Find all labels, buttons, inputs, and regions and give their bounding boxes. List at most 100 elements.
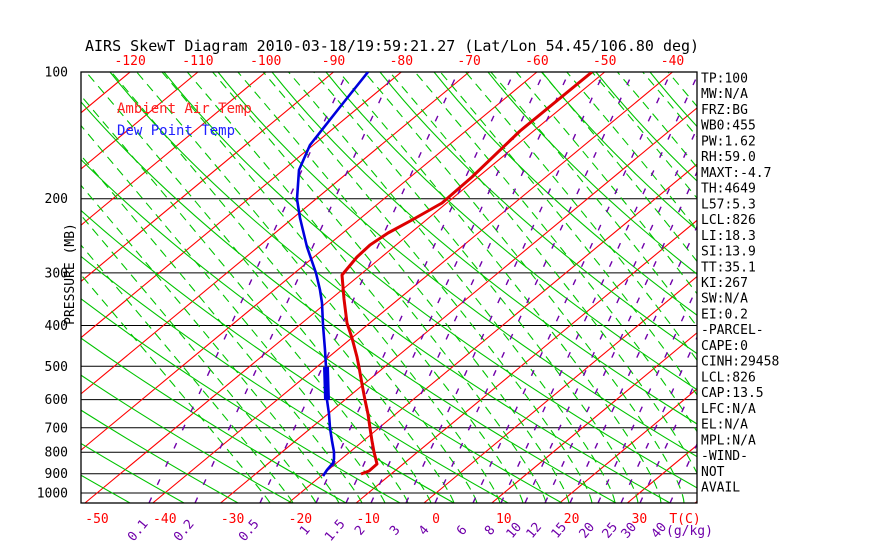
- moist-adiabat-line: [81, 154, 363, 503]
- mixing-ratio-line: [524, 126, 697, 503]
- moist-adiabat-line: [262, 72, 593, 503]
- moist-adiabat-line: [414, 72, 697, 433]
- top-temp-axis: -120 -110 -100 -90 -80 -70 -60 -50 -40: [114, 54, 684, 69]
- bottom-temp-tick-label: -30: [221, 512, 244, 527]
- stat-line: LCL:826: [701, 213, 756, 228]
- pressure-tick-label: 100: [45, 66, 68, 81]
- stat-line: MW:N/A: [701, 87, 748, 102]
- isotherm-line: [152, 72, 673, 503]
- mixing-ratio-tick-label: 4: [416, 523, 433, 539]
- stat-line: CAP:13.5: [701, 386, 764, 401]
- moist-adiabat-line: [288, 72, 616, 503]
- moist-adiabat-line: [85, 72, 432, 503]
- mixing-ratio-line: [434, 72, 634, 503]
- dry-adiabat-line: [487, 72, 697, 275]
- stat-line: PW:1.62: [701, 134, 756, 149]
- pressure-axis: 100 200 300 400 500 600 700 800 900 1000 PRESSURE …: [37, 66, 78, 502]
- plot-frame-group: [80, 71, 698, 504]
- pressure-tick-label: 1000: [37, 487, 68, 502]
- dry-adiabat-line: [325, 72, 697, 391]
- ambient-temp-line: [340, 72, 593, 476]
- mixing-ratio-unit-label: (g/kg): [666, 524, 713, 539]
- moist-adiabat-line: [81, 124, 386, 503]
- bottom-temp-tick-label: 30: [632, 512, 648, 527]
- dry-adiabat-line: [595, 72, 697, 182]
- bottom-temp-tick-label: -40: [153, 512, 176, 527]
- isotherm-line: [559, 388, 697, 503]
- dry-adiabat-line: [81, 255, 455, 503]
- pressure-tick-label: 800: [45, 446, 68, 461]
- stat-line: NOT: [701, 465, 725, 480]
- stat-line: CAPE:0: [701, 339, 748, 354]
- stat-line: LCL:826: [701, 370, 756, 385]
- top-temp-tick-label: -100: [250, 54, 281, 69]
- bottom-temp-tick-label: 20: [564, 512, 580, 527]
- mixing-ratio-tick-label: 6: [454, 523, 471, 539]
- mixing-ratio-line: [500, 74, 697, 503]
- dry-adiabat-line: [81, 409, 239, 503]
- top-temp-tick-label: -40: [661, 54, 684, 69]
- stat-line: EL:N/A: [701, 418, 748, 433]
- stat-line: SI:13.9: [701, 245, 756, 260]
- mixing-ratio-line: [669, 442, 697, 503]
- stat-line: L57:5.3: [701, 197, 756, 212]
- dry-adiabat-line: [758, 72, 870, 503]
- isotherm-line: [355, 219, 697, 503]
- stat-line: EI:0.2: [701, 307, 748, 322]
- dry-adiabat-line: [866, 72, 870, 503]
- isotherm-line: [81, 72, 470, 395]
- top-temp-tick-label: -120: [114, 54, 145, 69]
- stat-line: SW:N/A: [701, 292, 748, 307]
- pressure-axis-title: PRESSURE (MB): [63, 223, 78, 325]
- top-temp-tick-label: -90: [322, 54, 345, 69]
- dry-adiabat-line: [379, 72, 697, 355]
- bottom-temp-tick-label: 0: [432, 512, 440, 527]
- dry-adiabat-line: [81, 337, 347, 503]
- isotherm-line: [220, 107, 697, 503]
- top-temp-tick-label: -110: [182, 54, 213, 69]
- dry-adiabat-line: [81, 209, 509, 503]
- moist-adiabat-line: [566, 72, 697, 231]
- stat-line: LFC:N/A: [701, 402, 756, 417]
- dry-adiabat-line: [271, 72, 697, 425]
- moist-adiabat-line: [363, 72, 685, 503]
- dry-adiabat-line: [541, 72, 697, 231]
- top-temp-tick-label: -60: [525, 54, 548, 69]
- moist-adiabat-line: [389, 72, 697, 475]
- temp-unit-label: T(C): [669, 512, 700, 527]
- dew-point-line: [295, 72, 370, 477]
- top-temp-tick-label: -70: [457, 54, 480, 69]
- top-temp-tick-label: -80: [390, 54, 413, 69]
- dry-adiabat-line: [433, 72, 697, 316]
- legend-dew-point: Dew Point Temp: [117, 123, 235, 139]
- isotherm-line: [81, 72, 334, 283]
- top-temp-tick-label: -50: [593, 54, 616, 69]
- moist-adiabat-line: [667, 72, 697, 108]
- stat-line: AVAIL: [701, 480, 740, 495]
- isotherm-line: [0, 72, 62, 503]
- bottom-temp-tick-label: 10: [496, 512, 512, 527]
- isotherm-line: [84, 72, 606, 503]
- stat-line: -WIND-: [701, 449, 748, 464]
- moist-adiabat-line: [313, 72, 639, 503]
- pressure-tick-label: 900: [45, 467, 68, 482]
- stat-line: -PARCEL-: [701, 323, 764, 338]
- moist-adiabat-line: [642, 72, 697, 138]
- stat-line: WB0:455: [701, 119, 756, 134]
- moist-adiabat-line: [237, 72, 570, 503]
- stat-line: RH:59.0: [701, 150, 756, 165]
- moist-adiabat-line: [161, 72, 501, 503]
- chart-title: AIRS SkewT Diagram 2010-03-18/19:59:21.2…: [85, 37, 699, 55]
- moist-adiabat-line: [186, 72, 524, 503]
- stat-line: TH:4649: [701, 182, 756, 197]
- mixing-ratio-tick-label: 25: [600, 520, 622, 542]
- moist-adiabat-line: [465, 72, 697, 362]
- isotherm-line: [423, 275, 697, 503]
- stat-line: MAXT:-4.7: [701, 166, 771, 181]
- plot-frame: [80, 71, 698, 504]
- stats-panel: TP:100MW:N/AFRZ:BGWB0:455PW:1.62RH:59.0M…: [701, 72, 779, 496]
- pressure-tick-label: 200: [45, 192, 68, 207]
- legend: Ambient Air Temp Dew Point Temp: [117, 101, 252, 139]
- isotherm-line: [81, 72, 199, 170]
